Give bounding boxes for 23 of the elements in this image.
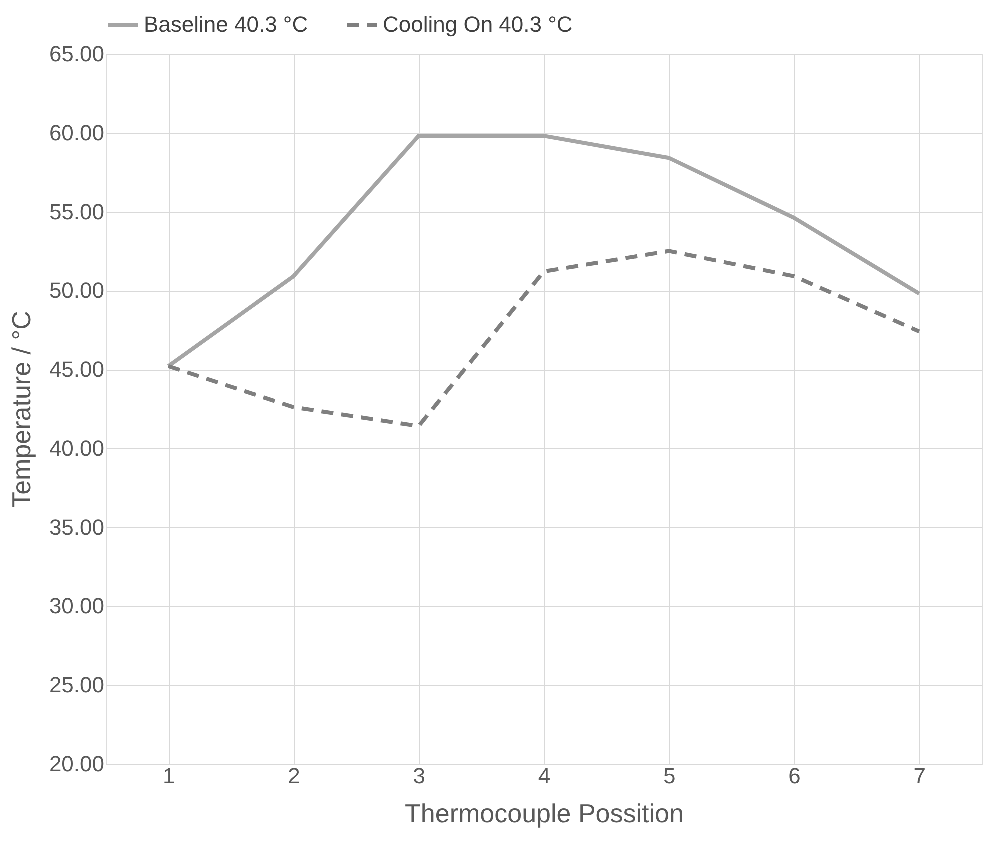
x-tick-label: 7 xyxy=(914,764,926,788)
x-axis-title: Thermocouple Possition xyxy=(405,798,684,828)
y-tick-label: 60.00 xyxy=(49,120,104,146)
y-tick-label: 30.00 xyxy=(49,594,104,619)
x-tick-label: 3 xyxy=(413,764,426,788)
x-tick-label: 6 xyxy=(788,764,801,788)
legend-label: Cooling On 40.3 °C xyxy=(383,12,573,37)
y-tick-label: 50.00 xyxy=(49,278,104,304)
x-tick-label: 1 xyxy=(162,764,176,788)
legend-label: Baseline 40.3 °C xyxy=(144,12,308,37)
y-tick-label: 25.00 xyxy=(49,672,104,698)
y-tick-label: 40.00 xyxy=(49,436,104,461)
y-tick-label: 45.00 xyxy=(49,357,104,382)
x-tick-label: 2 xyxy=(288,764,300,788)
y-tick-label: 65.00 xyxy=(49,42,104,66)
line-series xyxy=(166,134,922,368)
x-tick-label: 4 xyxy=(538,764,551,788)
x-tick-label: 5 xyxy=(664,764,676,788)
y-tick-label: 20.00 xyxy=(49,752,104,776)
y-tick-label: 55.00 xyxy=(49,199,104,224)
y-axis-title: Temperature / °C xyxy=(6,311,36,508)
line-series xyxy=(166,249,922,428)
y-tick-label: 35.00 xyxy=(49,514,104,540)
